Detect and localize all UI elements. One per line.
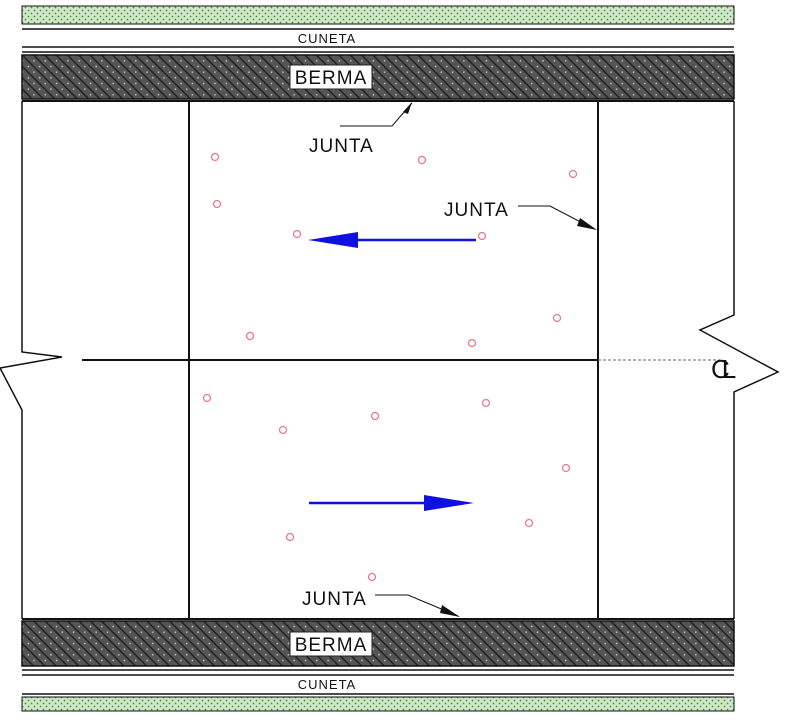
marker — [477, 231, 487, 241]
marker — [568, 169, 578, 179]
junta-label-right: JUNTA — [444, 200, 597, 230]
centerline-label: CL — [711, 354, 736, 384]
marker — [210, 152, 220, 162]
right-break-line — [698, 101, 780, 619]
marker — [552, 313, 562, 323]
marker — [370, 411, 380, 421]
berma-bottom: BERMA — [21, 620, 735, 667]
marker — [417, 155, 427, 165]
marker — [561, 463, 571, 473]
markers — [202, 152, 578, 582]
cuneta-bottom: CUNETA — [22, 669, 734, 695]
junta-label-top: JUNTA — [309, 102, 413, 157]
marker — [367, 572, 377, 582]
marker — [285, 532, 295, 542]
marker — [202, 393, 212, 403]
marker — [212, 199, 222, 209]
marker — [278, 425, 288, 435]
berma-bottom-label: BERMA — [295, 635, 368, 656]
svg-text:JUNTA: JUNTA — [309, 136, 374, 157]
cuneta-top: CUNETA — [22, 28, 734, 53]
grass-strip-bottom — [21, 696, 735, 712]
arrow-upper-left — [308, 232, 476, 248]
road-area: CL — [0, 100, 780, 620]
marker — [524, 518, 534, 528]
berma-top-label: BERMA — [295, 68, 368, 89]
marker — [481, 398, 491, 408]
marker — [245, 331, 255, 341]
junta-label-bottom: JUNTA — [302, 589, 460, 617]
berma-top: BERMA — [21, 54, 735, 100]
marker — [292, 229, 302, 239]
arrow-lower-right — [309, 495, 474, 511]
left-break-line — [0, 101, 63, 619]
cuneta-top-label: CUNETA — [298, 31, 356, 46]
cuneta-bottom-label: CUNETA — [298, 677, 356, 692]
centerline-symbol: CL — [711, 354, 744, 384]
svg-text:JUNTA: JUNTA — [302, 589, 367, 610]
svg-text:JUNTA: JUNTA — [444, 200, 509, 221]
grass-strip-top — [21, 5, 735, 25]
marker — [467, 338, 477, 348]
